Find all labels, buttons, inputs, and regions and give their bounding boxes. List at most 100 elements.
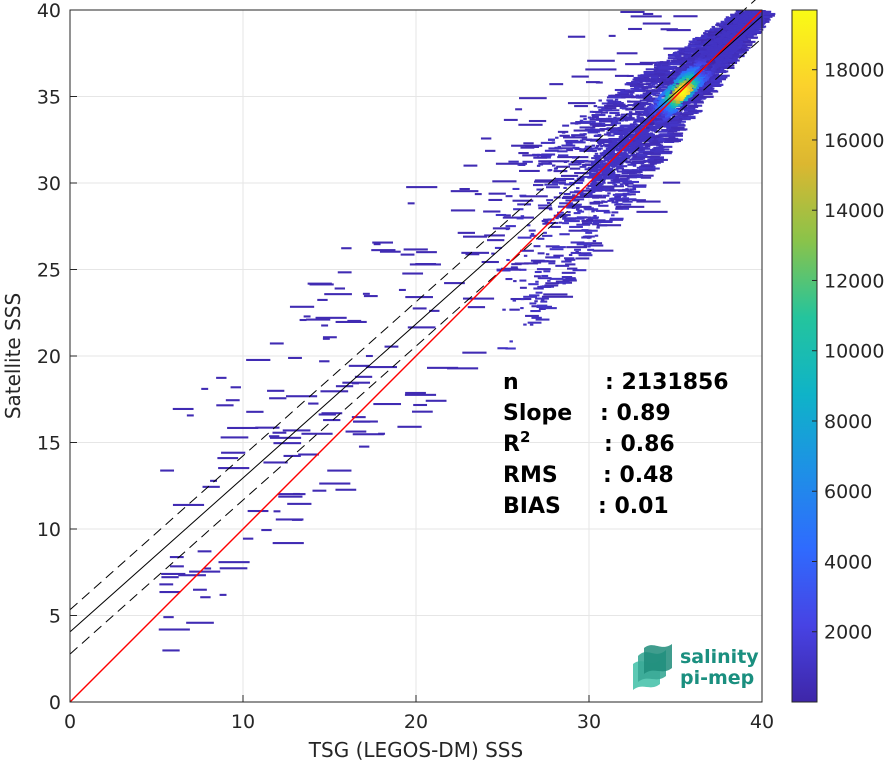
density-cell [658,133,669,136]
density-cell [373,402,402,406]
density-cell [688,83,693,86]
density-cell [246,358,271,362]
density-cell [581,138,593,141]
density-cell [642,76,650,79]
density-cell [585,231,593,234]
density-cell [730,34,734,37]
density-cell [618,103,626,106]
density-cell [728,53,740,56]
density-cell [759,15,770,18]
density-cell [650,126,654,130]
density-cell [698,56,702,59]
density-cell [592,110,603,113]
density-cell [299,318,307,322]
density-cell [650,110,654,113]
density-cell [733,40,737,43]
stat-label-text: R [503,432,520,457]
density-cell [656,117,661,120]
density-cell [189,570,221,573]
density-cell [534,270,542,274]
density-cell [717,46,721,49]
density-cell [563,279,577,282]
density-cell [744,12,748,15]
density-cell [744,23,748,26]
density-cell [631,152,635,155]
density-cell [742,19,747,22]
density-cell [617,160,621,163]
density-cell [709,47,714,50]
density-cell [742,14,746,17]
density-cell [695,70,699,73]
density-cell [659,121,663,124]
density-cell [600,178,604,181]
density-cell [631,133,635,136]
density-cell [722,60,727,63]
density-cell [702,92,713,96]
stat-label: BIAS [503,494,561,519]
density-cell [651,129,656,132]
density-cell [488,198,503,201]
density-cell [660,62,668,65]
density-cell [591,186,595,189]
density-cell [741,40,756,43]
density-cell [658,124,663,127]
density-cell [648,133,653,136]
density-cell [650,80,665,83]
density-cell [691,107,696,110]
density-cell [632,199,646,202]
density-cell [711,64,715,67]
density-cell [604,200,608,203]
density-cell [307,282,332,285]
density-cell [637,146,649,149]
density-cell [612,145,616,149]
density-cell [536,305,547,309]
density-cell [639,61,658,64]
density-cell [605,171,609,174]
density-cell [669,103,673,106]
density-cell [704,72,708,75]
density-cell [572,269,587,272]
density-cell [617,91,628,94]
density-cell [612,193,624,196]
y-axis-label: Satellite SSS [1,293,25,419]
density-cell [667,57,679,60]
density-cell [610,164,615,167]
density-cell [742,36,746,39]
density-cell [618,180,632,183]
density-cell [616,102,624,105]
density-cell [523,254,528,257]
density-cell [553,196,561,199]
density-cell [627,156,631,159]
density-cell [544,221,559,225]
density-cell [690,68,694,71]
density-cell [610,122,622,125]
density-cell [334,287,346,290]
density-cell [655,107,659,110]
density-cell [719,54,723,57]
density-cell [598,173,609,177]
density-cell [676,97,681,100]
density-cell [596,186,601,189]
density-cell [544,183,559,186]
density-cell [636,116,641,119]
density-cell [684,93,688,96]
density-cell [595,209,610,212]
density-cell [602,170,607,174]
density-cell [723,61,738,64]
density-cell [685,76,689,80]
density-cell [648,79,663,82]
density-cell [638,106,642,109]
density-cell [351,416,366,419]
density-cell [315,316,347,319]
density-cell [626,118,634,121]
density-cell [587,116,592,119]
density-cell [576,216,588,219]
density-cell [701,58,706,61]
density-cell [616,161,620,164]
density-cell [557,145,562,148]
density-cell [623,182,634,185]
density-cell [695,77,699,80]
density-cell [193,588,207,591]
density-cell [640,164,655,167]
density-cell [675,96,680,99]
